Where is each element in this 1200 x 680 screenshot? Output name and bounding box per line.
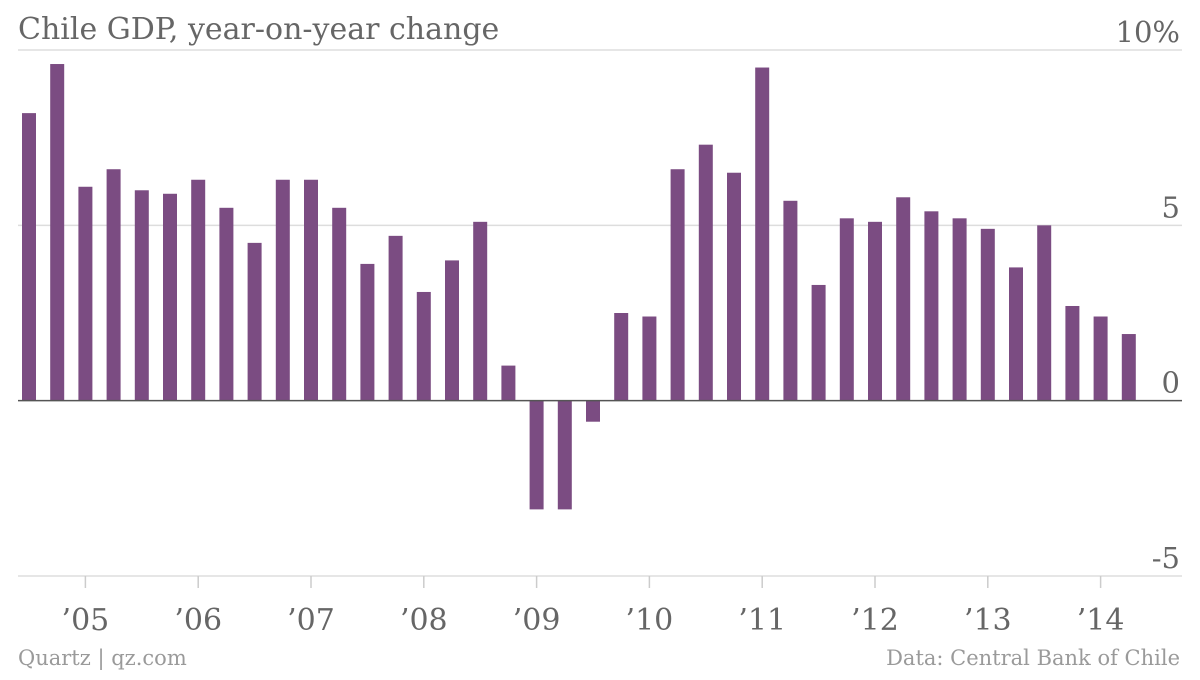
bar — [1037, 225, 1052, 401]
bar — [924, 211, 939, 401]
bar — [698, 144, 713, 401]
bar — [980, 228, 995, 401]
bar — [163, 193, 177, 401]
data-source: Data: Central Bank of Chile — [886, 646, 1180, 670]
y-tick-label: 5 — [1162, 190, 1180, 224]
x-tick-label: ’13 — [964, 603, 1012, 638]
bar — [557, 400, 572, 510]
bar — [868, 221, 882, 401]
bar — [22, 113, 36, 401]
x-tick-label: ’10 — [626, 603, 674, 638]
bar — [839, 218, 854, 401]
y-tick-label: -5 — [1152, 541, 1180, 575]
x-tick-label: ’06 — [174, 603, 222, 638]
bar — [416, 291, 431, 401]
bar — [473, 221, 488, 401]
bar — [586, 400, 600, 422]
bar — [727, 172, 741, 401]
bar — [670, 169, 685, 401]
x-tick-label: ’14 — [1077, 603, 1125, 638]
bar — [134, 190, 149, 401]
bars — [22, 64, 1136, 510]
bar — [501, 365, 516, 401]
bar — [388, 235, 403, 401]
bar — [529, 400, 544, 510]
chart-title: Chile GDP, year-on-year change — [18, 12, 500, 47]
x-tick-label: ’07 — [287, 603, 335, 638]
bar — [360, 263, 375, 401]
source-credit: Quartz | qz.com — [18, 646, 187, 670]
x-tick-label: ’09 — [513, 603, 561, 638]
bar — [106, 169, 121, 401]
y-tick-labels: 10% 5 0 -5 — [1116, 15, 1180, 575]
bar — [811, 284, 826, 401]
bar — [1065, 305, 1080, 401]
bar — [1121, 334, 1136, 401]
bar — [275, 179, 290, 401]
bar — [755, 67, 770, 401]
bar — [952, 218, 967, 401]
bar — [896, 197, 911, 401]
bar — [445, 260, 459, 401]
y-tick-label: 0 — [1162, 366, 1180, 400]
x-tick-label: ’12 — [851, 603, 899, 638]
bar — [191, 179, 206, 401]
bar — [219, 207, 234, 401]
bar — [332, 207, 347, 401]
bar — [642, 316, 657, 401]
x-tick-label: ’11 — [738, 603, 786, 638]
bar — [78, 186, 93, 401]
bar — [614, 313, 629, 401]
bar — [783, 200, 798, 401]
bar — [50, 64, 65, 401]
bar — [1093, 316, 1108, 401]
bar — [1009, 267, 1023, 401]
x-tick-labels: ’05 ’06 ’07 ’08 ’09 ’10 ’11 ’12 ’13 ’14 — [62, 576, 1125, 638]
bar — [304, 179, 318, 401]
x-tick-label: ’05 — [62, 603, 110, 638]
bar — [247, 242, 262, 401]
x-tick-label: ’08 — [400, 603, 448, 638]
y-tick-label: 10% — [1116, 15, 1180, 49]
